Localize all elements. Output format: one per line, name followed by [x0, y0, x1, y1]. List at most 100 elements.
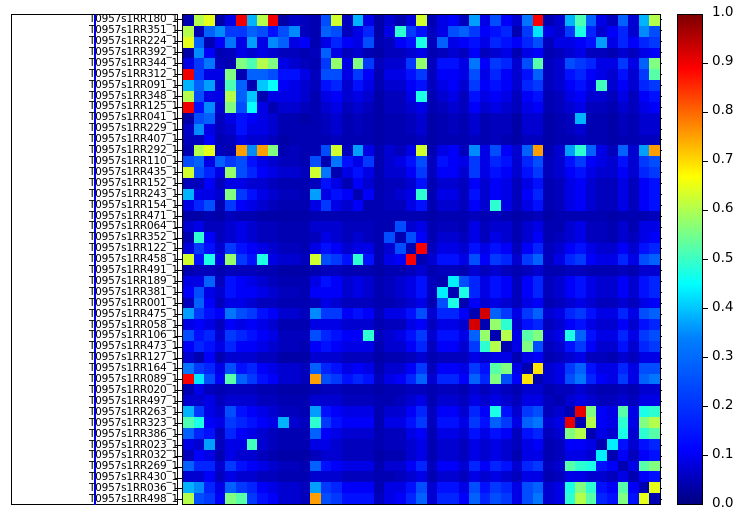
heatmap-cell: [458, 362, 470, 374]
heatmap-cell: [543, 427, 554, 439]
heatmap-cell: [490, 330, 501, 341]
row-tick: [175, 69, 182, 80]
heatmap-cell: [236, 319, 247, 331]
heatmap-cell: [437, 210, 448, 222]
heatmap-cell: [437, 341, 448, 352]
heatmap-cell: [246, 145, 258, 157]
heatmap-cell: [564, 101, 576, 113]
row-label: T0957s1RR152_1: [88, 176, 178, 189]
heatmap-cell: [628, 58, 639, 70]
heatmap-cell: [289, 308, 300, 320]
heatmap-cell: [246, 482, 258, 494]
heatmap-cell: [448, 417, 459, 428]
heatmap-cell: [511, 341, 523, 352]
heatmap-cell: [320, 373, 332, 385]
heatmap-cell: [448, 80, 459, 92]
heatmap-cell: [225, 264, 236, 276]
heatmap-cell: [564, 199, 576, 211]
heatmap-cell: [501, 427, 512, 439]
heatmap-cell: [246, 471, 258, 483]
heatmap-cell: [331, 156, 342, 168]
heatmap-cell: [320, 243, 332, 255]
heatmap-cell: [395, 297, 406, 309]
heatmap-cell: [469, 351, 480, 363]
heatmap-cell: [564, 134, 576, 146]
colorbar: [677, 14, 703, 505]
heatmap-cell: [554, 36, 565, 48]
heatmap-cell: [607, 210, 618, 222]
heatmap-cell: [469, 156, 480, 168]
heatmap-cell: [342, 264, 353, 276]
heatmap-cell: [564, 471, 576, 483]
heatmap-cell: [193, 286, 205, 298]
heatmap-cell: [257, 482, 268, 494]
heatmap-cell: [257, 384, 268, 396]
heatmap-cell: [437, 427, 448, 439]
heatmap-cell: [543, 373, 554, 385]
heatmap-cell: [479, 167, 491, 178]
heatmap-cell: [278, 384, 289, 396]
heatmap-cell: [575, 384, 586, 396]
heatmap-cell: [448, 101, 459, 113]
heatmap-cell: [532, 297, 544, 309]
heatmap-cell: [278, 58, 289, 70]
heatmap-cell: [596, 406, 607, 418]
heatmap-cell: [384, 341, 395, 352]
heatmap-cell: [501, 178, 512, 189]
heatmap-cell: [479, 123, 491, 135]
heatmap-cell: [236, 167, 247, 178]
heatmap-cell: [246, 362, 258, 374]
heatmap-cell: [405, 493, 417, 504]
heatmap-cell: [352, 167, 364, 178]
heatmap-cell: [183, 80, 194, 92]
heatmap-cell: [479, 427, 491, 439]
heatmap-cell: [299, 188, 311, 200]
heatmap-cell: [649, 101, 660, 113]
heatmap-cell: [596, 460, 607, 472]
heatmap-cell: [257, 80, 268, 92]
heatmap-cell: [236, 210, 247, 222]
row-tick: [175, 407, 182, 418]
heatmap-cell: [511, 36, 523, 48]
heatmap-cell: [193, 80, 205, 92]
heatmap-cell: [320, 25, 332, 37]
heatmap-cell: [628, 395, 639, 407]
heatmap-cell: [596, 438, 607, 450]
row-tick-marks-left: [175, 14, 182, 505]
heatmap-cell: [596, 417, 607, 428]
heatmap-cell: [183, 275, 194, 287]
heatmap-cell: [448, 406, 459, 418]
heatmap-cell: [617, 384, 629, 396]
heatmap-cell: [214, 134, 226, 146]
heatmap-cell: [405, 254, 417, 265]
heatmap-cell: [416, 297, 427, 309]
heatmap-cell: [405, 362, 417, 374]
heatmap-cell: [617, 438, 629, 450]
heatmap-cell: [628, 384, 639, 396]
heatmap-cell: [617, 286, 629, 298]
heatmap-cell: [331, 417, 342, 428]
heatmap-cell: [426, 36, 438, 48]
heatmap-cell: [575, 188, 586, 200]
heatmap-cell: [405, 156, 417, 168]
heatmap-cell: [437, 145, 448, 157]
heatmap-cell: [479, 69, 491, 81]
heatmap-cell: [246, 438, 258, 450]
heatmap-cell: [575, 395, 586, 407]
heatmap-cell: [373, 210, 385, 222]
heatmap-cell: [416, 319, 427, 331]
heatmap-cell: [352, 188, 364, 200]
heatmap-cell: [395, 362, 406, 374]
heatmap-cell: [289, 427, 300, 439]
heatmap-cell: [299, 330, 311, 341]
heatmap-cell: [638, 362, 650, 374]
heatmap-cell: [522, 395, 533, 407]
heatmap-cell: [649, 384, 660, 396]
heatmap-cell: [320, 362, 332, 374]
row-tick: [175, 101, 182, 112]
heatmap-cell: [543, 460, 554, 472]
heatmap-cell: [214, 395, 226, 407]
heatmap-cell: [278, 373, 289, 385]
heatmap-cell: [278, 178, 289, 189]
row-tick: [175, 472, 182, 483]
